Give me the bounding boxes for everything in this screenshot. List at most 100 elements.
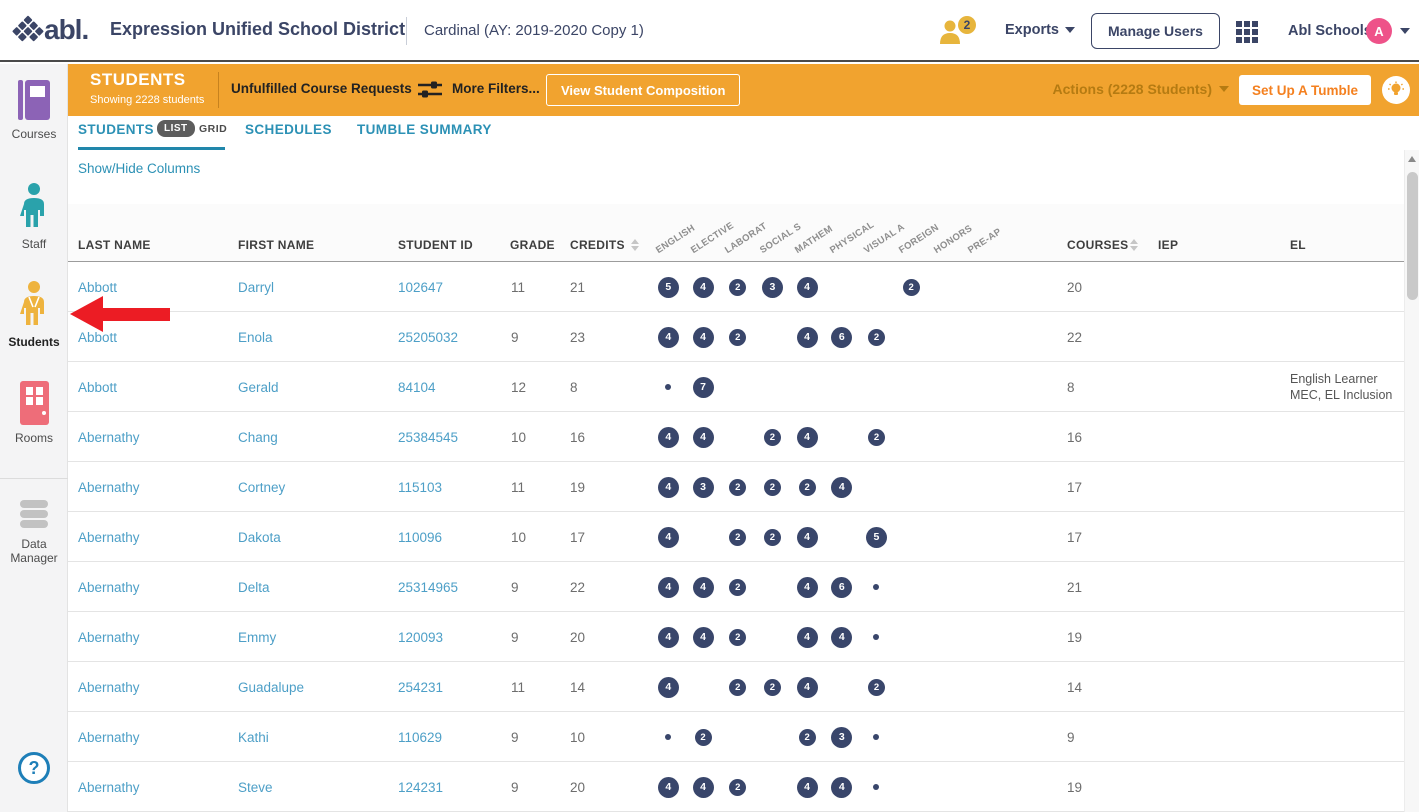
list-view-toggle[interactable]: LIST (157, 120, 195, 137)
student-id-link[interactable]: 124231 (398, 779, 444, 795)
last-name-link[interactable]: Abbott (78, 329, 118, 345)
students-action-bar: STUDENTS Showing 2228 students Unfulfill… (68, 64, 1419, 116)
student-id-link[interactable]: 115103 (398, 479, 443, 495)
credit-badge: 4 (692, 776, 714, 798)
last-name-link[interactable]: Abernathy (78, 529, 140, 545)
student-id-link[interactable]: 254231 (398, 679, 444, 695)
student-id-link[interactable]: 25384545 (398, 429, 459, 445)
first-name-link[interactable]: Chang (238, 429, 278, 445)
table-row: Abernathy Delta 25314965 9 22 4 4 2 4 6 21 (68, 562, 1409, 612)
sidebar-item-data-manager[interactable]: Data Manager (0, 498, 68, 565)
tab-schedules[interactable]: SCHEDULES (245, 122, 332, 137)
credit-badge: 4 (692, 276, 714, 298)
filter-sliders-icon[interactable] (416, 80, 444, 105)
first-name-link[interactable]: Delta (238, 579, 270, 595)
student-id-link[interactable]: 84104 (398, 379, 436, 395)
subject-cell: 4 (790, 512, 825, 562)
subject-cell (929, 562, 964, 612)
sidebar-item-students[interactable]: Students (0, 280, 68, 349)
first-name-link[interactable]: Kathi (238, 729, 269, 745)
first-name-link[interactable]: Enola (238, 329, 273, 345)
exports-menu[interactable]: Exports (1005, 22, 1075, 38)
scrollbar-thumb[interactable] (1407, 172, 1418, 300)
last-name-link[interactable]: Abbott (78, 279, 118, 295)
credit-dot-icon (873, 734, 880, 740)
grid-view-toggle[interactable]: GRID (199, 123, 228, 135)
sort-icon[interactable] (631, 239, 639, 251)
student-id-link[interactable]: 110629 (398, 729, 443, 745)
sidebar-label-data-manager: Data Manager (10, 537, 58, 565)
subject-cell (963, 662, 998, 712)
credit-badge: 4 (796, 426, 818, 448)
tips-lightbulb-icon[interactable] (1382, 76, 1410, 104)
credit-badge: 2 (729, 678, 747, 696)
red-arrow-annotation (70, 296, 170, 333)
show-hide-columns-link[interactable]: Show/Hide Columns (78, 161, 201, 176)
account-name[interactable]: Abl Schools (1288, 23, 1372, 39)
last-name-link[interactable]: Abernathy (78, 429, 140, 445)
last-name-link[interactable]: Abernathy (78, 479, 140, 495)
view-student-composition-button[interactable]: View Student Composition (546, 74, 741, 106)
door-icon (14, 381, 54, 430)
student-id-link[interactable]: 25314965 (398, 579, 459, 595)
set-up-tumble-button[interactable]: Set Up A Tumble (1238, 75, 1371, 105)
el-value: English Learner MEC, EL Inclusion (1290, 362, 1419, 412)
first-name-link[interactable]: Emmy (238, 629, 277, 645)
credit-dot-icon (873, 634, 880, 640)
last-name-link[interactable]: Abernathy (78, 729, 140, 745)
subject-cell: 2 (755, 412, 790, 462)
active-users-icon[interactable]: 2 (938, 16, 980, 46)
first-name-link[interactable]: Darryl (238, 279, 274, 295)
subject-cell (894, 762, 929, 812)
subject-cell: 3 (824, 712, 859, 762)
first-name-link[interactable]: Steve (238, 779, 273, 795)
student-icon (14, 281, 54, 334)
subject-cell: 2 (755, 662, 790, 712)
sort-icon[interactable] (1130, 239, 1138, 251)
subject-cell (963, 612, 998, 662)
last-name-link[interactable]: Abernathy (78, 629, 140, 645)
abl-logo-text: abl. (44, 14, 89, 45)
sidebar-item-courses[interactable]: Courses (0, 78, 68, 141)
help-button[interactable]: ? (18, 752, 50, 784)
subject-cell: 4 (686, 312, 721, 362)
credit-badge: 2 (763, 478, 781, 496)
sidebar-item-rooms[interactable]: Rooms (0, 380, 68, 445)
subject-cell: 2 (720, 462, 755, 512)
credit-badge: 2 (694, 728, 712, 746)
grade-value: 10 (511, 529, 527, 545)
sidebar-item-staff[interactable]: Staff (0, 182, 68, 251)
more-filters-link[interactable]: More Filters... (452, 81, 540, 96)
first-name-link[interactable]: Cortney (238, 479, 286, 495)
last-name-link[interactable]: Abbott (78, 379, 118, 395)
credits-value: 21 (570, 279, 586, 295)
student-id-link[interactable]: 120093 (398, 629, 444, 645)
subject-cell (963, 562, 998, 612)
unfulfilled-course-requests-link[interactable]: Unfulfilled Course Requests (231, 81, 412, 96)
schedule-context: Cardinal (AY: 2019-2020 Copy 1) (424, 22, 644, 39)
student-id-link[interactable]: 102647 (398, 279, 444, 295)
subject-cell: 4 (686, 412, 721, 462)
student-id-link[interactable]: 25205032 (398, 329, 459, 345)
app-grid-icon[interactable] (1236, 21, 1258, 43)
avatar[interactable]: A (1366, 18, 1392, 44)
last-name-link[interactable]: Abernathy (78, 679, 140, 695)
scroll-up-icon[interactable] (1408, 156, 1416, 162)
tab-students[interactable]: STUDENTS (78, 122, 154, 137)
subject-cell (894, 562, 929, 612)
credit-badge: 2 (729, 328, 747, 346)
tab-tumble-summary[interactable]: TUMBLE SUMMARY (357, 122, 492, 137)
vertical-scrollbar[interactable] (1404, 150, 1419, 812)
actions-dropdown[interactable]: Actions (2228 Students) (1053, 81, 1229, 97)
last-name-link[interactable]: Abernathy (78, 779, 140, 795)
first-name-link[interactable]: Guadalupe (238, 679, 305, 695)
last-name-link[interactable]: Abernathy (78, 579, 140, 595)
account-chevron-down-icon[interactable] (1400, 28, 1410, 34)
credit-badge: 2 (729, 278, 747, 296)
first-name-link[interactable]: Gerald (238, 379, 279, 395)
abl-logo[interactable]: abl. (12, 12, 89, 52)
first-name-link[interactable]: Dakota (238, 529, 281, 545)
manage-users-button[interactable]: Manage Users (1091, 13, 1220, 49)
book-icon (14, 80, 54, 126)
student-id-link[interactable]: 110096 (398, 529, 443, 545)
